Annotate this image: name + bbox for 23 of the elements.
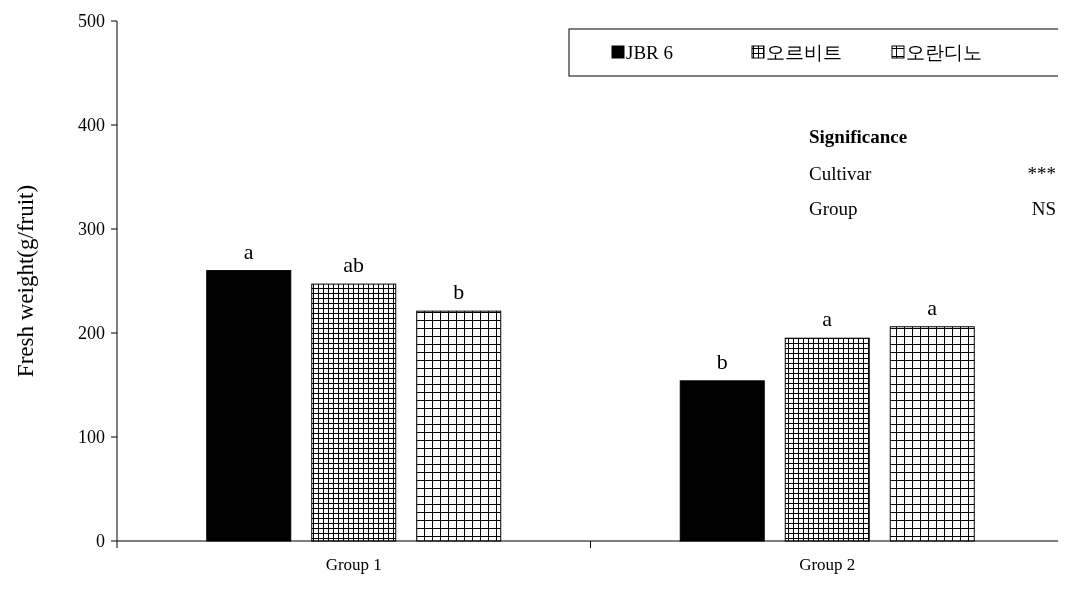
- data-label: ab: [343, 252, 365, 278]
- y-tick-label: 200: [78, 323, 105, 344]
- data-label: b: [453, 279, 465, 305]
- y-tick-label: 400: [78, 115, 105, 136]
- legend-label: 오르비트: [766, 42, 842, 63]
- data-label: b: [716, 348, 728, 374]
- y-tick-label: 0: [96, 531, 105, 552]
- y-tick-label: 300: [78, 219, 105, 240]
- annotation: NS: [1031, 198, 1056, 219]
- data-label: a: [243, 238, 254, 264]
- annotation: Group: [809, 198, 858, 219]
- annotation: ***: [1027, 163, 1056, 184]
- x-tick-label: Group 2: [799, 555, 856, 574]
- y-axis-title: Fresh weight(g/fruit): [13, 184, 38, 378]
- data-label: a: [822, 306, 833, 332]
- annotation: Significance: [809, 126, 908, 147]
- x-tick-label: Group 1: [325, 555, 382, 574]
- annotation: Cultivar: [809, 163, 872, 184]
- legend-label: 오란디노: [906, 42, 982, 63]
- data-label: a: [927, 294, 938, 320]
- y-tick-label: 500: [78, 11, 105, 32]
- y-tick-label: 100: [78, 427, 105, 448]
- legend-label: JBR 6: [626, 42, 673, 63]
